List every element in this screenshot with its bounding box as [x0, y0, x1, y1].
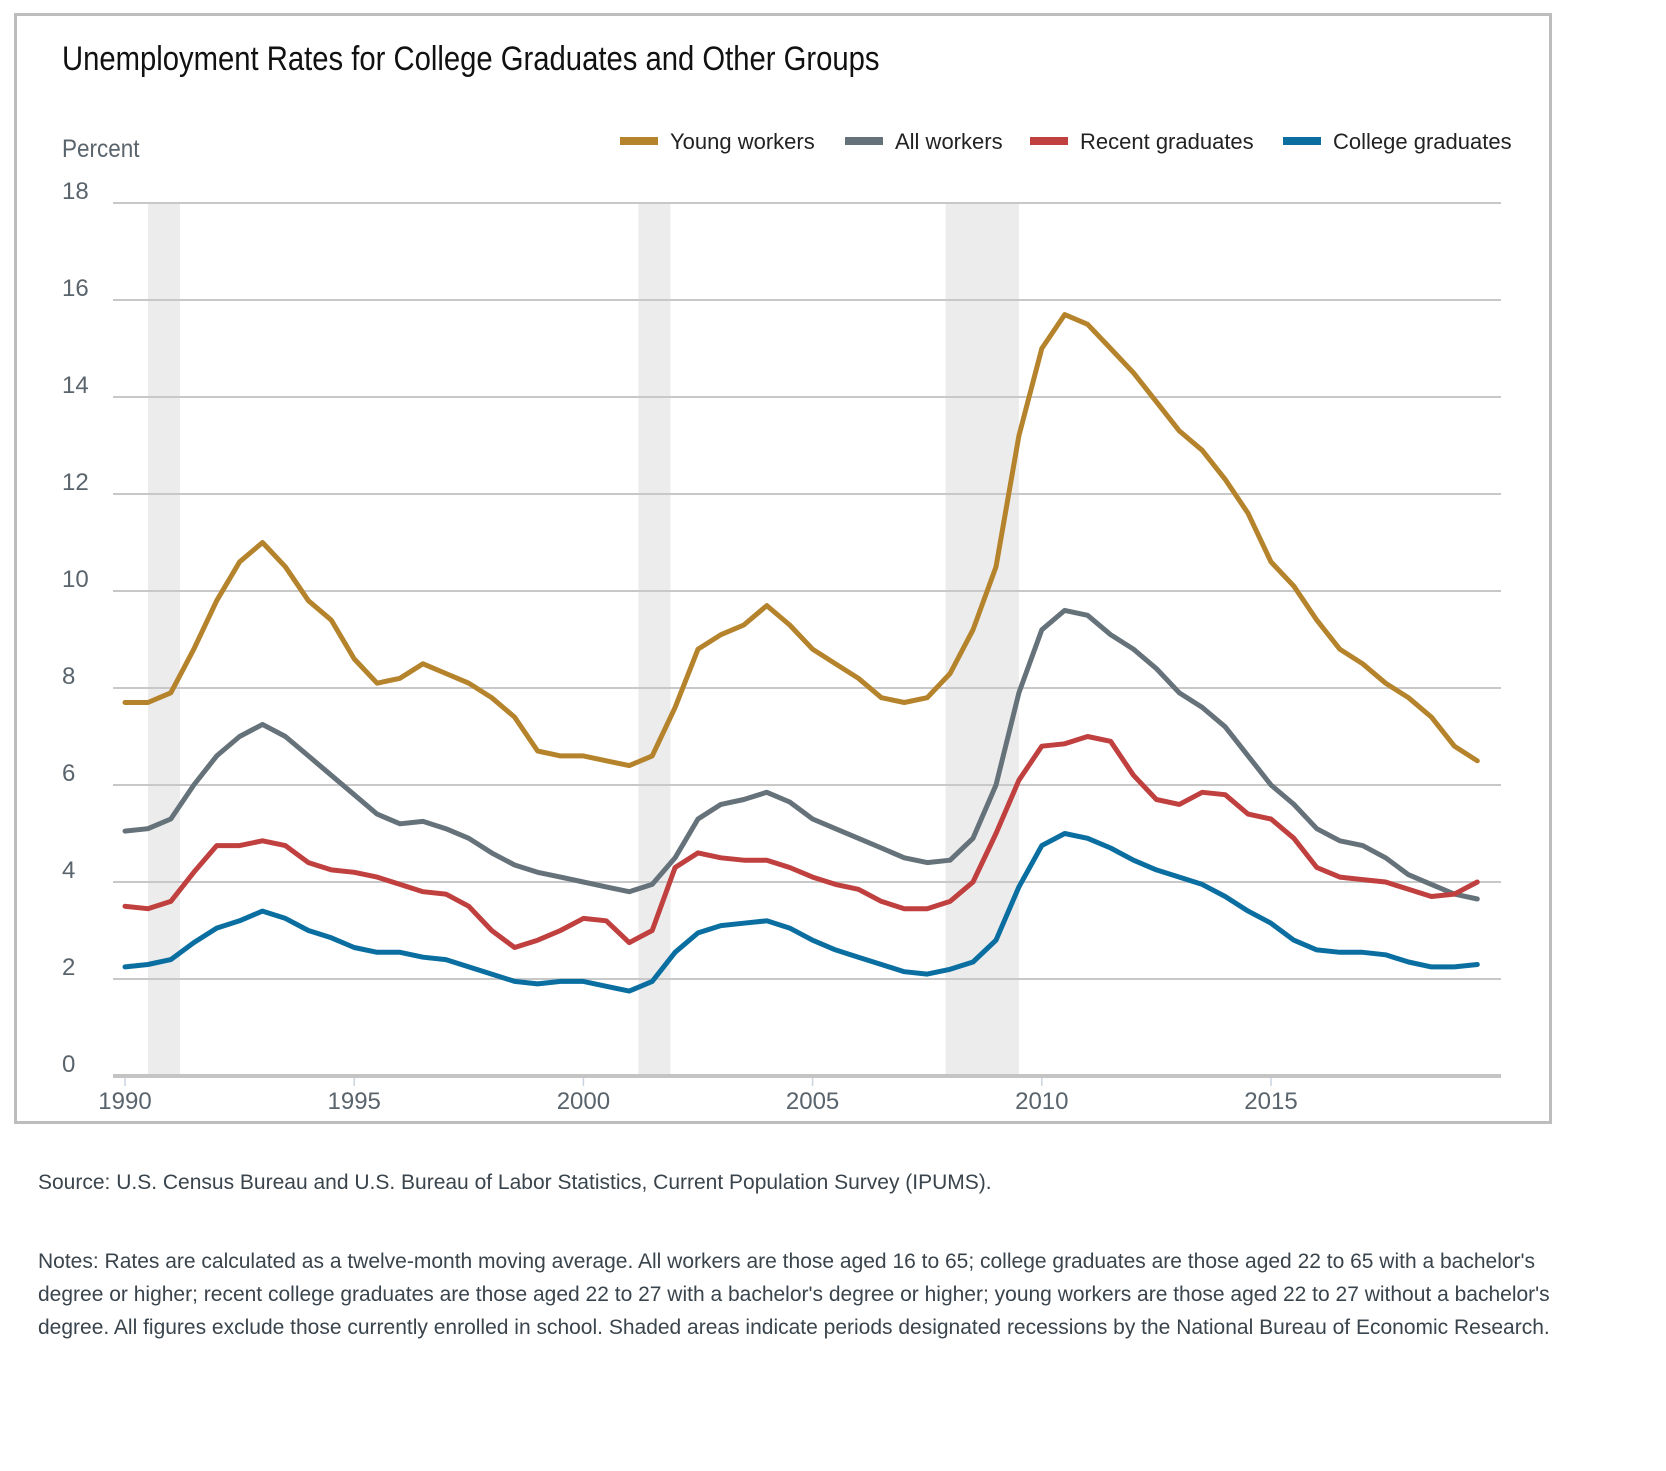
x-tick-label: 1990 — [98, 1088, 151, 1115]
legend-swatch — [1030, 137, 1068, 145]
x-tick-label: 2010 — [1015, 1088, 1068, 1115]
source-note: Source: U.S. Census Bureau and U.S. Bure… — [38, 1171, 992, 1194]
y-tick-label: 6 — [62, 760, 75, 787]
legend-label: College graduates — [1333, 129, 1512, 154]
recession-band — [147, 203, 181, 1076]
x-tick-label: 1995 — [328, 1088, 381, 1115]
y-tick-label: 12 — [62, 469, 89, 496]
legend-label: Recent graduates — [1080, 129, 1254, 154]
legend-swatch — [845, 137, 883, 145]
series-line-young-workers — [122, 312, 1480, 769]
y-tick-label: 8 — [62, 663, 75, 690]
notes-text: Notes: Rates are calculated as a twelve-… — [38, 1250, 1550, 1339]
line-chart: 0 2 4 6 8 10 12 14 16 18 1990 1995 2000 2005 2010 2015 P… — [62, 129, 1512, 1115]
series-line-college-graduates — [122, 831, 1480, 994]
y-tick-label: 0 — [62, 1051, 75, 1078]
chart-title: Unemployment Rates for College Graduates… — [62, 40, 880, 78]
x-tick-label: 2005 — [786, 1088, 839, 1115]
legend-swatch — [620, 137, 658, 145]
series-line-all-workers — [122, 607, 1480, 902]
x-tick-label: 2000 — [557, 1088, 610, 1115]
legend-label: Young workers — [670, 129, 815, 154]
y-tick-label: 16 — [62, 275, 89, 302]
legend-label: All workers — [895, 129, 1003, 154]
y-tick-label: 14 — [62, 372, 89, 399]
x-tick-label: 2015 — [1244, 1088, 1297, 1115]
y-tick-label: 2 — [62, 954, 75, 981]
series-line-recent-graduates — [122, 734, 1480, 950]
recession-band — [638, 203, 671, 1076]
y-axis-label: Percent — [62, 135, 140, 163]
legend-swatch — [1283, 137, 1321, 145]
y-tick-label: 4 — [62, 857, 75, 884]
y-tick-label: 18 — [62, 178, 89, 205]
recession-band — [945, 203, 1019, 1076]
y-tick-label: 10 — [62, 566, 89, 593]
